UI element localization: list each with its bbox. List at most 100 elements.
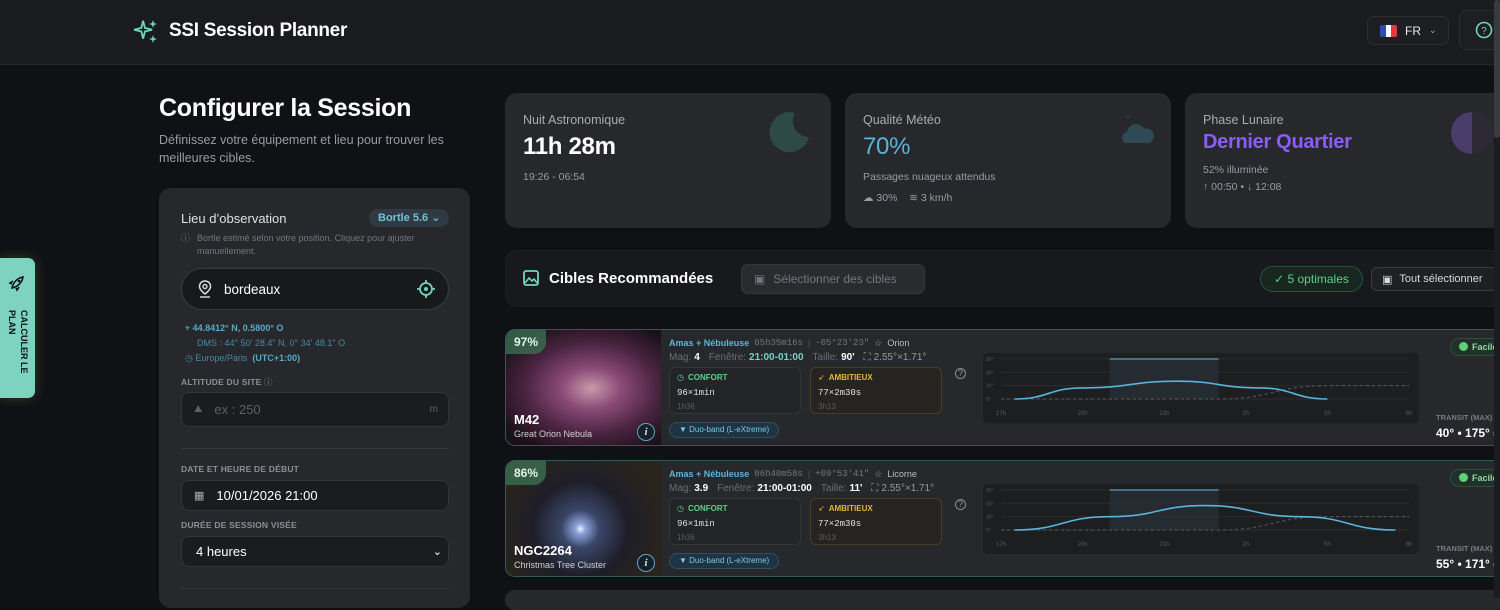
- select-all-button[interactable]: ▣ Tout sélectionner: [1371, 267, 1498, 291]
- target-card-partial[interactable]: [505, 590, 1500, 610]
- altitude-chart: 90° 60° 30° 0° 17h 20h 23h 2h 5h 8h: [983, 484, 1419, 554]
- fov-value: 2.55°×1.71°: [881, 483, 935, 494]
- ambitious-label: AMBITIEUX: [828, 504, 873, 513]
- x-tick-label: 2h: [1242, 542, 1249, 548]
- location-value: bordeaux: [224, 281, 281, 297]
- map-pin-icon: [198, 280, 212, 298]
- app-title: SSI Session Planner: [169, 20, 348, 41]
- y-tick-label: 60°: [986, 370, 994, 376]
- rocket-icon: ➶: [818, 373, 825, 382]
- transit-label: TRANSIT (MAX): [1436, 413, 1493, 422]
- scrollbar-thumb[interactable]: [1494, 0, 1500, 138]
- select-targets-button[interactable]: ▣ Sélectionner des cibles: [741, 264, 925, 294]
- y-tick-label: 0°: [986, 397, 991, 403]
- ambitious-plan[interactable]: ➶ AMBITIEUX 77×2m30s 3h13: [810, 367, 942, 414]
- info-button[interactable]: i: [637, 554, 655, 572]
- info-button[interactable]: i: [637, 423, 655, 441]
- mag-value: 3.9: [694, 483, 709, 494]
- help-icon: ?: [1475, 21, 1493, 39]
- difficulty-label: Facile: [1472, 342, 1498, 352]
- datetime-value: 10/01/2026 21:00: [216, 488, 318, 503]
- location-input[interactable]: bordeaux: [181, 268, 449, 310]
- timezone: Europe/Paris: [195, 353, 248, 363]
- help-icon[interactable]: ?: [955, 499, 966, 510]
- stat-card-night: Nuit Astronomique 11h 28m 19:26 - 06:54: [505, 93, 831, 228]
- x-tick-label: 5h: [1324, 411, 1331, 417]
- chevron-down-icon: ⌄: [431, 212, 441, 224]
- help-button[interactable]: ?: [1459, 10, 1500, 50]
- target-meta: Amas + Nébuleuse 06h40m58s | +09°53'41" …: [669, 469, 917, 479]
- score-badge: 86%: [506, 461, 546, 485]
- x-tick-label: 20h: [1078, 542, 1088, 548]
- coordinates-decimal: 44.8412° N, 0.5800° O: [192, 323, 284, 333]
- app-logo[interactable]: SSI Session Planner: [133, 18, 347, 44]
- bortle-value: Bortle 5.6: [378, 212, 429, 224]
- locate-icon[interactable]: [417, 280, 435, 298]
- altitude-unit: m: [429, 404, 438, 415]
- target-dec: -05°23'23": [815, 338, 870, 348]
- duration-label: DURÉE DE SESSION VISÉE: [181, 520, 297, 530]
- comfort-plan[interactable]: ◷ CONFORT 96×1min 1h36: [669, 498, 801, 545]
- filter-icon: ▼: [679, 556, 687, 565]
- night-label: Nuit Astronomique: [523, 113, 626, 127]
- filter-label: Duo-band (L-eXtreme): [689, 556, 770, 565]
- config-panel: Lieu d’observation Bortle 5.6 ⌄ ⓘ Bortle …: [159, 188, 470, 608]
- language-selector[interactable]: FR ⌄: [1367, 16, 1449, 45]
- wind-icon: ≋: [909, 192, 918, 204]
- fov-icon: ⛶: [863, 352, 871, 363]
- y-tick-label: 60°: [986, 501, 994, 507]
- page-subtitle: Définissez votre équipement et lieu pour…: [159, 133, 444, 165]
- target-card[interactable]: 97% M42 Great Orion Nebula i Amas + Nébu…: [505, 329, 1500, 446]
- help-icon[interactable]: ?: [955, 368, 966, 379]
- filter-badge[interactable]: ▼ Duo-band (L-eXtreme): [669, 553, 780, 569]
- scrollbar[interactable]: [1494, 0, 1500, 598]
- comfort-plan[interactable]: ◷ CONFORT 96×1min 1h36: [669, 367, 801, 414]
- target-id: NGC2264: [514, 543, 572, 558]
- bortle-note: ⓘ Bortle estimé selon votre position. Cli…: [181, 232, 451, 258]
- target-card[interactable]: 86% NGC2264 Christmas Tree Cluster i Ama…: [505, 460, 1500, 577]
- constellation: Orion: [887, 338, 910, 348]
- help-icon: ⓘ: [264, 377, 273, 387]
- target-stats: Mag: 3.9 Fenêtre: 21:00-01:00 Taille: 11' ⛶…: [669, 483, 949, 495]
- coordinates-dms: DMS : 44° 50' 28.4" N, 0° 34' 48.1" O: [197, 338, 346, 348]
- utc-offset: (UTC+1:00): [252, 353, 301, 363]
- altitude-label-text: ALTITUDE DU SITE: [181, 377, 262, 387]
- duration-select[interactable]: 4 heures ⌄: [181, 536, 449, 567]
- ambitious-plan[interactable]: ➶ AMBITIEUX 77×2m30s 3h13: [810, 498, 942, 545]
- x-tick-label: 2h: [1242, 411, 1249, 417]
- score-badge: 97%: [506, 330, 546, 354]
- optimal-badge[interactable]: ✓ 5 optimales: [1260, 266, 1363, 292]
- mag-value: 4: [694, 352, 700, 363]
- difficulty-label: Facile: [1472, 473, 1498, 483]
- target-ra: 06h40m58s: [754, 469, 803, 479]
- filter-badge[interactable]: ▼ Duo-band (L-eXtreme): [669, 422, 780, 438]
- transit-value: 40° • 175° (S: [1436, 426, 1500, 440]
- targets-header: Cibles Recommandées ▣ Sélectionner des ci…: [505, 250, 1500, 307]
- window-highlight: [1109, 359, 1219, 399]
- difficulty-badge: Facile: [1450, 469, 1500, 487]
- rocket-icon: ➶: [818, 504, 825, 513]
- target-stats: Mag: 4 Fenêtre: 21:00-01:00 Taille: 90' ⛶ 2.…: [669, 352, 949, 364]
- mountain-icon: ⛰: [194, 404, 203, 415]
- star-icon: ☆: [874, 469, 883, 479]
- datetime-input[interactable]: ▦ 10/01/2026 21:00: [181, 480, 449, 511]
- y-tick-label: 30°: [986, 384, 994, 390]
- altitude-input[interactable]: ⛰ ex : 250 m: [181, 392, 449, 427]
- clock-icon: ◷: [185, 353, 193, 363]
- target-altitude-line: [1014, 504, 1396, 531]
- select-targets-label: Sélectionner des cibles: [773, 272, 897, 286]
- comfort-exposures: 96×1min: [677, 388, 715, 398]
- ambitious-duration: 3h13: [818, 533, 836, 542]
- pdf-icon: ▣: [754, 272, 766, 286]
- calculate-plan-button[interactable]: CALCULER LE PLAN: [0, 258, 35, 398]
- comfort-duration: 1h36: [677, 533, 695, 542]
- window-value: 21:00-01:00: [749, 352, 804, 363]
- app-header: SSI Session Planner FR ⌄ ?: [0, 0, 1500, 65]
- fov-value: 2.55°×1.71°: [873, 352, 927, 363]
- x-tick-label: 5h: [1324, 542, 1331, 548]
- bortle-dropdown[interactable]: Bortle 5.6 ⌄: [369, 209, 450, 227]
- target-id: M42: [514, 412, 540, 427]
- filter-icon: ▼: [679, 425, 687, 434]
- x-tick-label: 23h: [1159, 542, 1169, 548]
- moon-times: ↑ 00:50 • ↓ 12:08: [1203, 181, 1282, 193]
